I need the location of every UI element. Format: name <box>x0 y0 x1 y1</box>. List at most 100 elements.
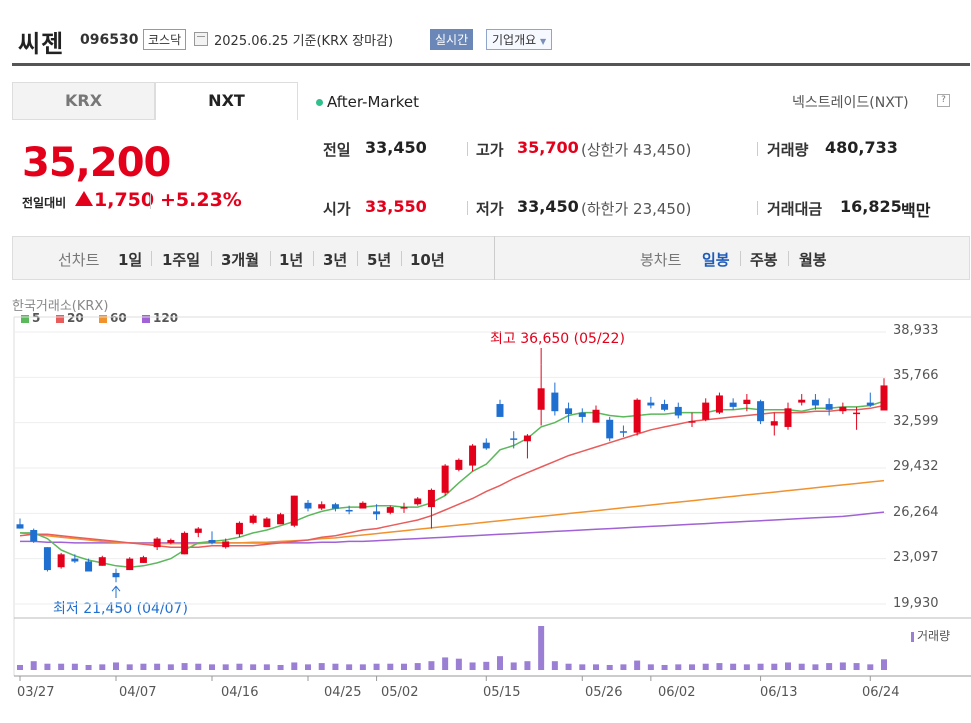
period-1d[interactable]: 1일 <box>118 251 143 269</box>
price-pct: +5.23% <box>160 189 242 211</box>
help-icon[interactable]: ? <box>937 94 950 107</box>
candle-daily[interactable]: 일봉 <box>702 251 730 269</box>
header-divider <box>12 63 970 66</box>
chart-source: 한국거래소(KRX) <box>12 299 109 314</box>
legend-ma20: 20 <box>56 311 84 325</box>
market-badge: 코스닥 <box>143 29 187 50</box>
legend-swatch <box>911 631 914 642</box>
volume-bar <box>442 657 449 670</box>
period-3y[interactable]: 3년 <box>323 251 348 269</box>
volume-bar <box>113 662 119 670</box>
volume-bar <box>702 663 709 670</box>
chart-toolbar <box>12 236 970 280</box>
upper-limit: (상한가 43,450) <box>581 141 692 159</box>
candle-body <box>455 459 463 470</box>
company-overview-dropdown[interactable]: 기업개요 ▼ <box>486 29 553 50</box>
candle-body <box>702 402 710 420</box>
volume-bar <box>346 664 353 670</box>
status-dot-icon <box>316 99 323 106</box>
volume-bar <box>881 659 887 670</box>
volume-bar <box>236 663 243 670</box>
volume-bar <box>634 660 641 670</box>
volume-bar <box>250 664 257 670</box>
candle-body <box>194 528 202 533</box>
legend-swatch <box>56 314 64 323</box>
low-value: 33,450 <box>517 197 579 216</box>
stat-separator <box>757 142 758 156</box>
realtime-button[interactable]: 실시간 <box>430 29 474 50</box>
candle-body <box>551 392 559 412</box>
candle-body <box>619 431 627 433</box>
company-overview-label: 기업개요 <box>492 33 537 47</box>
tab-krx[interactable]: KRX <box>12 82 155 120</box>
volume-bar <box>71 663 78 670</box>
volume-bar <box>469 662 476 670</box>
candle-monthly[interactable]: 월봉 <box>799 251 827 269</box>
volume-bar <box>167 664 174 670</box>
volume-bar <box>387 663 394 670</box>
volume-bar <box>401 663 407 670</box>
candle-body <box>373 511 381 515</box>
candle-body <box>222 541 230 548</box>
volume-bar <box>30 661 37 670</box>
candle-body <box>496 404 504 417</box>
candle-body <box>757 401 765 422</box>
period-1y[interactable]: 1년 <box>279 251 304 269</box>
high-value: 35,700 <box>517 138 579 157</box>
candle-body <box>30 529 38 542</box>
candle-body <box>290 495 298 526</box>
candle-body <box>98 557 106 566</box>
candle-body <box>139 557 147 563</box>
volume-bar <box>757 663 764 670</box>
y-tick: 38,933 <box>893 323 939 338</box>
volume-bar <box>209 664 215 670</box>
volume-bar <box>414 663 421 670</box>
low-label: 저가 <box>476 200 504 218</box>
period-10y[interactable]: 10년 <box>410 251 445 269</box>
candle-body <box>578 412 586 417</box>
candle-body <box>537 388 545 410</box>
period-1w[interactable]: 1주일 <box>162 251 201 269</box>
candle-body <box>839 406 847 412</box>
toolbar-separator <box>357 251 358 266</box>
period-3m[interactable]: 3개월 <box>221 251 260 269</box>
x-tick: 04/07 <box>119 685 157 700</box>
candle-body <box>633 399 641 433</box>
volume-bar <box>277 664 284 670</box>
volume-bar <box>565 663 572 670</box>
candle-body <box>743 399 751 405</box>
period-5y[interactable]: 5년 <box>367 251 392 269</box>
volume-bar <box>730 663 737 670</box>
candle-weekly[interactable]: 주봉 <box>750 251 778 269</box>
candle-body <box>469 445 477 466</box>
candle-body <box>853 412 861 415</box>
candle-body <box>277 514 285 525</box>
x-tick: 03/27 <box>17 685 55 700</box>
volume-bar <box>593 664 599 670</box>
x-tick: 06/13 <box>760 685 798 700</box>
candle-body <box>784 408 792 427</box>
stock-code: 096530 <box>80 32 139 48</box>
trade-amount-unit: 백만 <box>901 201 931 220</box>
volume-bar <box>428 661 435 670</box>
volume-bar <box>332 663 339 670</box>
candle-body <box>811 399 819 406</box>
candle-body <box>688 421 696 423</box>
y-tick: 32,599 <box>893 414 939 429</box>
toolbar-separator <box>401 251 402 266</box>
candle-body <box>235 522 243 535</box>
volume-bar <box>455 658 462 670</box>
candle-body <box>57 554 65 568</box>
volume-bar <box>99 664 106 670</box>
y-tick: 26,264 <box>893 505 939 520</box>
volume-bar <box>661 664 668 670</box>
prev-close-label: 전일 <box>323 141 351 159</box>
candle-body <box>153 538 161 548</box>
volume-bar <box>318 663 325 670</box>
price-diff: 1,750 <box>94 189 155 211</box>
stat-separator <box>467 142 468 156</box>
toolbar-separator <box>313 251 314 266</box>
toolbar-separator <box>740 251 741 266</box>
tab-nxt[interactable]: NXT <box>155 82 298 120</box>
